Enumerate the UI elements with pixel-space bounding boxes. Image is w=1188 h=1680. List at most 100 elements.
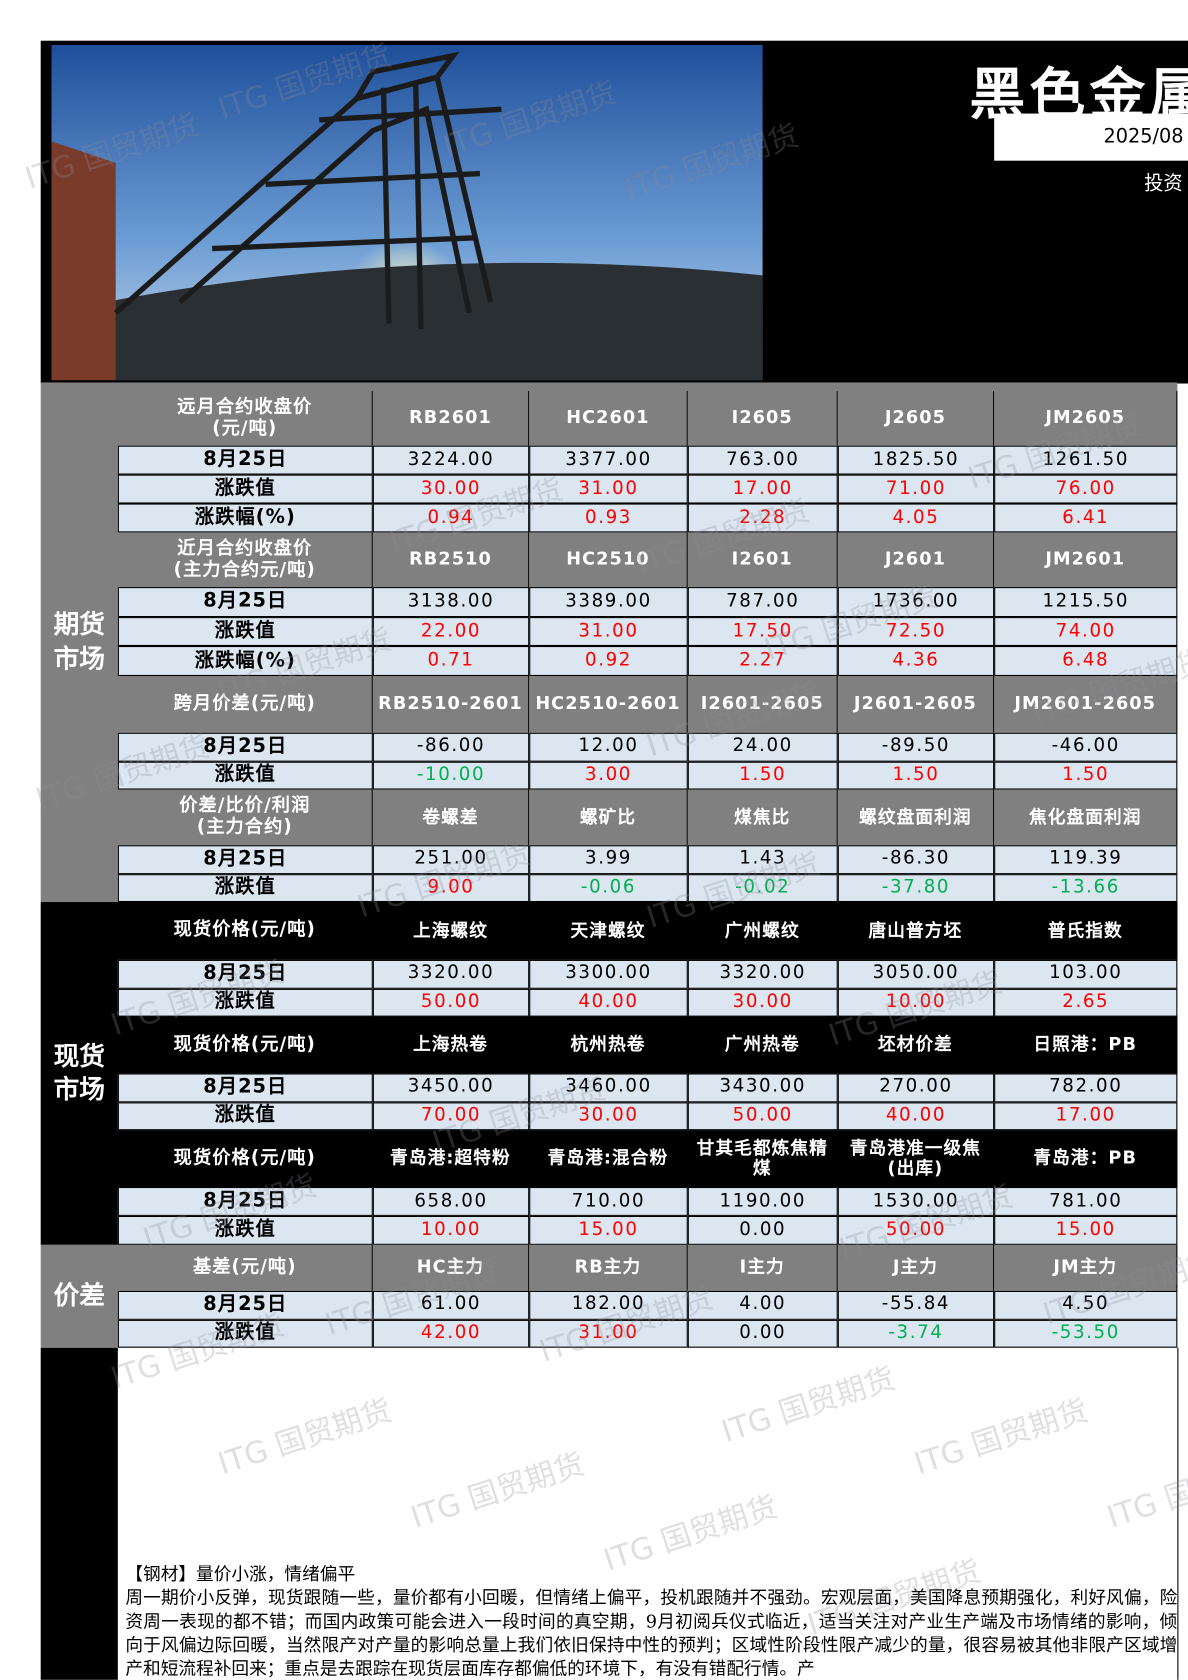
value-cell: -0.02 [687,873,838,903]
value-cell: 3377.00 [529,445,688,475]
value-cell: 3.99 [529,845,688,874]
value-cell: 251.00 [372,845,530,874]
column-header: HC2510 [529,532,688,588]
column-header: 青岛港:超特粉 [372,1130,530,1188]
value-cell: 0.94 [372,503,530,533]
value-cell: -53.50 [994,1319,1178,1348]
value-cell: 15.00 [529,1215,688,1245]
value-cell: 0.00 [687,1215,838,1245]
value-cell: 3430.00 [687,1073,838,1102]
row-label: 8月25日 [117,1290,373,1320]
column-header: 焦化盘面利润 [994,789,1178,846]
value-cell: 0.71 [372,646,530,676]
value-cell: 1.50 [687,761,838,790]
group-header-label: 现货价格(元/吨) [117,1016,373,1074]
column-header: HC2510-2601 [529,675,688,733]
photo-illustration [51,44,763,381]
value-cell: 9.00 [372,873,530,903]
row-label: 涨跌值 [117,873,373,903]
right-rule [1177,1347,1179,1680]
column-header: 普氏指数 [994,902,1178,960]
row-label: 涨跌幅(%) [117,503,373,533]
value-cell: 61.00 [372,1290,530,1320]
value-cell: 0.00 [687,1319,838,1348]
column-header: RB2601 [372,391,530,446]
report-subtitle: 投资 [1144,172,1183,195]
column-header: JM2605 [994,391,1178,446]
value-cell: -86.00 [372,732,530,762]
value-cell: 71.00 [837,474,995,504]
watermark: ITG 国贸期货 [406,1446,589,1536]
column-header: J2605 [837,391,995,446]
value-cell: 1530.00 [837,1187,995,1216]
column-header: I2601-2605 [687,675,838,733]
value-cell: 1.43 [687,845,838,874]
commentary-heading: 【钢材】量价小涨，情绪偏平 [125,1564,356,1585]
column-header: 广州热卷 [687,1016,838,1074]
value-cell: 40.00 [529,988,688,1017]
value-cell: 782.00 [994,1073,1178,1102]
left-bar [40,1347,118,1680]
value-cell: 3450.00 [372,1073,530,1102]
value-cell: 4.50 [994,1290,1178,1320]
value-cell: 17.50 [687,616,838,647]
value-cell: 3138.00 [372,587,530,617]
watermark: ITG 国贸期货 [910,1392,1093,1482]
row-label: 涨跌值 [117,1319,373,1348]
value-cell: 50.00 [687,1101,838,1131]
column-header: J主力 [837,1244,995,1291]
value-cell: 658.00 [372,1187,530,1216]
column-header: JM2601-2605 [994,675,1178,733]
group-header-label: 跨月价差(元/吨) [117,675,373,733]
column-header: 青岛港准一级焦 (出库) [837,1130,995,1188]
row-label: 8月25日 [117,1187,373,1216]
column-header: 螺纹盘面利润 [837,789,995,846]
value-cell: 2.65 [994,988,1178,1017]
value-cell: 710.00 [529,1187,688,1216]
value-cell: 0.93 [529,503,688,533]
column-header: HC主力 [372,1244,530,1291]
group-header-label: 基差(元/吨) [117,1244,373,1291]
value-cell: 787.00 [687,587,838,617]
value-cell: 4.00 [687,1290,838,1320]
row-label: 8月25日 [117,732,373,762]
group-header-label: 远月合约收盘价 (元/吨) [117,391,373,446]
group-header-label: 现货价格(元/吨) [117,1130,373,1188]
column-header: J2601-2605 [837,675,995,733]
group-header-label: 现货价格(元/吨) [117,902,373,960]
row-label: 涨跌值 [117,616,373,647]
row-label: 涨跌值 [117,988,373,1017]
value-cell: 2.28 [687,503,838,533]
column-header: 甘其毛都炼焦精煤 [687,1130,838,1188]
value-cell: 103.00 [994,959,1178,989]
column-header: HC2601 [529,391,688,446]
column-header: 卷螺差 [372,789,530,846]
section-label: 期货市场 [53,609,105,674]
row-label: 8月25日 [117,845,373,874]
column-header: RB2510 [372,532,530,588]
value-cell: 1261.50 [994,445,1178,475]
value-cell: 119.39 [994,845,1178,874]
value-cell: 30.00 [529,1101,688,1131]
value-cell: 3389.00 [529,587,688,617]
report-date: 2025/08 [1103,125,1184,148]
row-label: 8月25日 [117,587,373,617]
value-cell: 781.00 [994,1187,1178,1216]
value-cell: 74.00 [994,616,1178,647]
column-header: JM主力 [994,1244,1178,1291]
row-label: 涨跌值 [117,1215,373,1245]
value-cell: 50.00 [372,988,530,1017]
value-cell: 3300.00 [529,959,688,989]
column-header: RB主力 [529,1244,688,1291]
column-header: RB2510-2601 [372,675,530,733]
watermark: ITG 国贸期货 [1102,1446,1188,1536]
row-label: 涨跌值 [117,1101,373,1131]
value-cell: 10.00 [837,988,995,1017]
commentary: 【钢材】量价小涨，情绪偏平 周一期价小反弹，现货跟随一些，量价都有小回暖，但情绪… [125,1563,1177,1680]
value-cell: 4.05 [837,503,995,533]
value-cell: 72.50 [837,616,995,647]
column-header: 青岛港：PB [994,1130,1178,1188]
commentary-body: 周一期价小反弹，现货跟随一些，量价都有小回暖，但情绪上偏平，投机跟随并不强劲。宏… [125,1587,1178,1679]
row-label: 涨跌幅(%) [117,646,373,676]
value-cell: 3320.00 [687,959,838,989]
